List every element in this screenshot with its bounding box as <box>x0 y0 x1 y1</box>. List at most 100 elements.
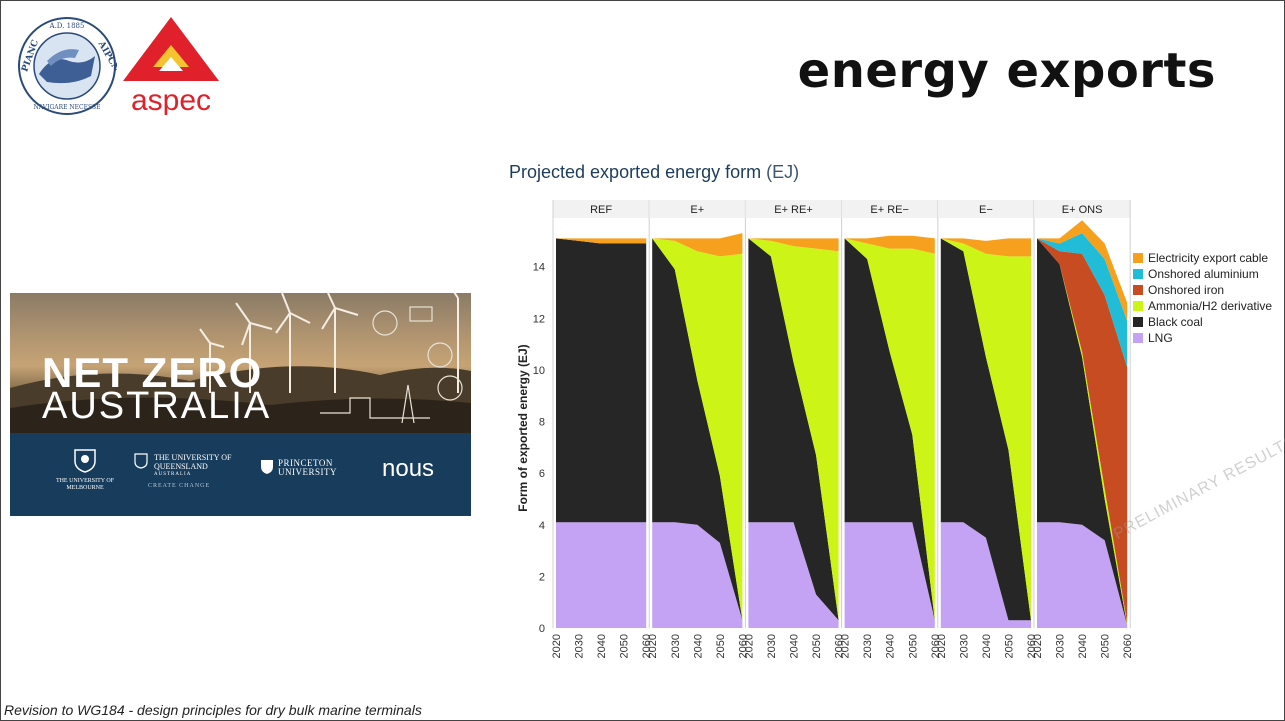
area-ammonia-h2-derivative <box>844 238 935 621</box>
x-tick-label: 2020 <box>936 634 948 658</box>
x-tick-label: 2030 <box>862 634 874 658</box>
x-tick-label: 2050 <box>619 634 631 658</box>
x-tick-label: 2030 <box>1055 634 1067 658</box>
x-tick-label: 2050 <box>1100 634 1112 658</box>
area-ammonia-h2-derivative <box>652 238 743 621</box>
y-tick-label: 0 <box>539 623 545 635</box>
panel-title: E+ RE+ <box>774 204 813 216</box>
exported-energy-chart: Projected exported energy form (EJ) Form… <box>501 156 1285 676</box>
legend-item: Electricity export cable <box>1133 250 1272 266</box>
y-tick-label: 4 <box>539 520 545 532</box>
panel-title: E+ ONS <box>1062 204 1103 216</box>
x-tick-label: 2030 <box>574 634 586 658</box>
legend-label: Ammonia/H2 derivative <box>1148 299 1273 313</box>
x-tick-label: 2040 <box>692 634 704 658</box>
area-electricity-export-cable <box>940 238 1031 257</box>
area-black-coal <box>748 238 839 621</box>
partner-queensland-name: THE UNIVERSITY OF QUEENSLAND <box>154 453 232 471</box>
x-tick-label: 2040 <box>885 634 897 658</box>
x-tick-label: 2020 <box>743 634 755 658</box>
panel-title: E+ <box>690 204 704 216</box>
legend-swatch <box>1133 317 1143 327</box>
partner-princeton-name: PRINCETON UNIVERSITY <box>278 458 337 477</box>
pianc-logo: A.D. 1885 PIANC AIPCN NAVIGARE NECESSE <box>18 17 117 115</box>
chart-panel: E+ RE+ 2020 2030 2040 2050 2060 <box>743 200 846 658</box>
area-electricity-export-cable <box>652 233 743 257</box>
area-electricity-export-cable <box>556 238 647 244</box>
aspec-logo: aspec <box>123 17 219 115</box>
legend-swatch <box>1133 269 1143 279</box>
chart-panel: REF 2020 2030 2040 2050 2060 <box>551 200 653 658</box>
slide-title: energy exports <box>797 43 1216 99</box>
legend-item: Black coal <box>1133 314 1272 330</box>
panel-strip <box>649 200 746 218</box>
pianc-bottom-text: NAVIGARE NECESSE <box>33 104 100 111</box>
panel-strip <box>1034 200 1131 218</box>
slide-footer: Revision to WG184 - design principles fo… <box>4 702 422 718</box>
wind-turbines-illustration <box>10 293 471 433</box>
legend-swatch <box>1133 285 1143 295</box>
y-tick-label: 14 <box>533 262 545 274</box>
y-tick-label: 6 <box>539 468 545 480</box>
chart-panel: E+ RE− 2020 2030 2040 2050 2060 <box>840 200 942 658</box>
area-lng <box>1037 522 1128 628</box>
legend-swatch <box>1133 333 1143 343</box>
panel-strip <box>937 200 1034 218</box>
x-tick-label: 2050 <box>811 634 823 658</box>
queensland-crest-icon <box>134 453 148 469</box>
banner-title-line1: NET ZERO <box>42 349 263 396</box>
y-tick-label: 2 <box>539 571 545 583</box>
x-tick-label: 2020 <box>647 634 659 658</box>
panel-title: REF <box>590 204 612 216</box>
princeton-shield-icon <box>261 460 273 474</box>
legend-item: Onshored iron <box>1133 282 1272 298</box>
panel-strip <box>553 200 650 218</box>
area-black-coal <box>844 238 935 621</box>
chart-title: Projected exported energy form (EJ) <box>509 162 799 183</box>
area-ammonia-h2-derivative <box>940 238 1031 621</box>
legend-item: Onshored aluminium <box>1133 266 1272 282</box>
x-tick-label: 2040 <box>981 634 993 658</box>
x-tick-label: 2020 <box>551 634 563 658</box>
chart-title-text: Projected exported energy form <box>509 162 762 182</box>
pianc-top-text: A.D. 1885 <box>49 22 85 30</box>
aspec-wordmark: aspec <box>131 84 211 115</box>
area-ammonia-h2-derivative <box>748 238 839 621</box>
area-lng <box>556 522 647 628</box>
panel-title: E+ RE− <box>870 204 909 216</box>
legend-label: Electricity export cable <box>1148 251 1269 265</box>
x-tick-label: 2040 <box>1077 634 1089 658</box>
legend-label: Onshored aluminium <box>1148 267 1259 281</box>
legend-label: Onshored iron <box>1148 283 1225 297</box>
y-tick-label: 8 <box>539 417 545 429</box>
banner-landscape-image: NET ZERO AUSTRALIA <box>10 293 471 433</box>
banner-title-line2: AUSTRALIA <box>42 385 272 427</box>
partner-melbourne-name: THE UNIVERSITY OF MELBOURNE <box>55 478 115 491</box>
partner-logos-bar: THE UNIVERSITY OF MELBOURNE THE UNIVERSI… <box>10 433 471 516</box>
chart-plot-area: Form of exported energy (EJ) 0 2 4 6 8 10 12 14 R… <box>516 200 1134 658</box>
x-tick-label: 2060 <box>1122 634 1134 658</box>
panel-strip <box>841 200 938 218</box>
x-tick-label: 2060 <box>641 634 653 658</box>
legend-label: Black coal <box>1148 315 1203 329</box>
area-electricity-export-cable <box>748 238 839 252</box>
partner-queensland-tagline: CREATE CHANGE <box>148 483 211 489</box>
x-tick-label: 2050 <box>1003 634 1015 658</box>
partner-queensland-sub: AUSTRALIA <box>154 472 192 477</box>
area-black-coal <box>1037 238 1128 626</box>
chart-panel: E+ 2020 2030 2040 2050 2060 <box>647 200 749 658</box>
x-tick-label: 2030 <box>670 634 682 658</box>
panel-strip <box>745 200 842 218</box>
x-tick-label: 2060 <box>930 634 942 658</box>
melbourne-crest-icon <box>74 449 96 473</box>
chart-title-unit: (EJ) <box>766 162 800 182</box>
legend-item: Ammonia/H2 derivative <box>1133 298 1272 314</box>
panel-title: E− <box>979 204 993 216</box>
x-tick-label: 2020 <box>840 634 852 658</box>
net-zero-australia-banner: NET ZERO AUSTRALIA THE UNIVERSITY OF MEL… <box>10 293 471 516</box>
area-black-coal <box>940 238 1031 621</box>
x-tick-label: 2040 <box>596 634 608 658</box>
y-tick-label: 12 <box>533 313 545 325</box>
chart-legend: Electricity export cable Onshored alumini… <box>1133 250 1272 346</box>
